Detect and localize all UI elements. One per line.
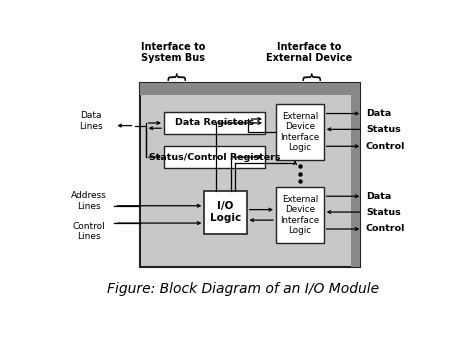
Text: Control: Control: [366, 142, 405, 151]
Text: {: {: [300, 72, 319, 85]
FancyBboxPatch shape: [140, 83, 360, 267]
FancyBboxPatch shape: [164, 112, 265, 134]
Text: Control: Control: [366, 224, 405, 234]
FancyBboxPatch shape: [276, 104, 324, 160]
Text: I/O
Logic: I/O Logic: [210, 202, 241, 223]
Text: Status: Status: [366, 125, 401, 134]
Text: External
Device
Interface
Logic: External Device Interface Logic: [280, 195, 319, 235]
FancyBboxPatch shape: [276, 187, 324, 243]
FancyBboxPatch shape: [164, 146, 265, 168]
FancyBboxPatch shape: [351, 83, 360, 267]
FancyBboxPatch shape: [204, 191, 246, 234]
Text: Control
Lines: Control Lines: [72, 222, 105, 241]
Text: Status: Status: [366, 208, 401, 217]
Text: Data: Data: [366, 109, 391, 118]
FancyBboxPatch shape: [140, 83, 360, 95]
Text: External
Device
Interface
Logic: External Device Interface Logic: [280, 112, 319, 152]
Text: Data: Data: [366, 192, 391, 201]
Text: Address
Lines: Address Lines: [71, 191, 107, 211]
Text: Data
Lines: Data Lines: [79, 111, 102, 131]
Text: Figure: Block Diagram of an I/O Module: Figure: Block Diagram of an I/O Module: [107, 282, 379, 296]
Text: Interface to
External Device: Interface to External Device: [266, 42, 352, 63]
Text: Interface to
System Bus: Interface to System Bus: [141, 42, 205, 63]
Text: Status/Control Registers: Status/Control Registers: [149, 153, 280, 162]
Text: {: {: [164, 72, 182, 85]
Text: Data Registers: Data Registers: [175, 118, 254, 128]
